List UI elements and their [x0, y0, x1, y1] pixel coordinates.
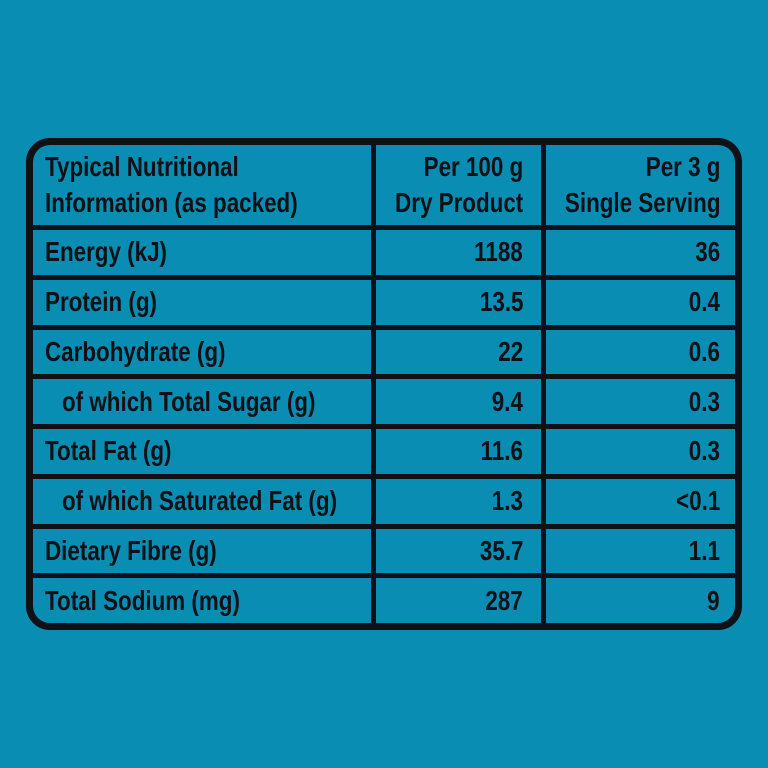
header-nutrient-text: Typical Nutritional Information (as pack… — [45, 149, 298, 221]
header-per-100g-line2: Dry Product — [394, 187, 523, 218]
per-100g-value: 287 — [485, 584, 523, 616]
row-label-cell: Total Fat (g) — [33, 429, 371, 474]
header-nutrient-line1: Typical Nutritional — [45, 151, 239, 182]
serving-value-cell: 9 — [546, 578, 735, 623]
per-100g-value-cell: 1188 — [376, 230, 541, 275]
serving-value: 0.4 — [688, 286, 720, 318]
nutrition-information-table: Typical Nutritional Information (as pack… — [26, 138, 742, 630]
serving-value-cell: 0.6 — [546, 329, 735, 375]
header-serving-text: Per 3 g Single Serving — [564, 149, 720, 221]
row-label-cell: of which Total Sugar (g) — [33, 379, 371, 424]
serving-value-cell: 1.1 — [546, 528, 735, 574]
per-100g-value: 9.4 — [491, 385, 523, 417]
header-serving-line2: Single Serving — [564, 187, 720, 218]
row-label: Energy (kJ) — [45, 236, 167, 268]
row-label-cell: Energy (kJ) — [33, 230, 371, 275]
per-100g-value: 13.5 — [479, 286, 523, 318]
nutrition-table-grid: Typical Nutritional Information (as pack… — [33, 145, 735, 623]
row-label-cell: Dietary Fibre (g) — [33, 528, 371, 574]
per-100g-value-cell: 22 — [376, 329, 541, 375]
serving-value-cell: 36 — [546, 230, 735, 275]
per-100g-value-cell: 287 — [376, 578, 541, 623]
header-per-100g-text: Per 100 g Dry Product — [395, 149, 523, 221]
header-nutrient-line2: Information (as packed) — [45, 187, 298, 218]
per-100g-value-cell: 13.5 — [376, 279, 541, 325]
per-100g-value-cell: 35.7 — [376, 528, 541, 574]
header-serving-column: Per 3 g Single Serving — [546, 145, 735, 225]
per-100g-value: 1.3 — [491, 485, 523, 517]
row-label: Protein (g) — [45, 286, 157, 318]
row-label-cell: of which Saturated Fat (g) — [33, 478, 371, 524]
serving-value: <0.1 — [675, 485, 720, 517]
per-100g-value-cell: 9.4 — [376, 379, 541, 424]
row-label: of which Saturated Fat (g) — [62, 485, 338, 517]
row-label: of which Total Sugar (g) — [62, 385, 316, 417]
header-per-100g-line1: Per 100 g — [423, 151, 523, 182]
serving-value: 9 — [707, 584, 720, 616]
serving-value: 0.3 — [688, 385, 720, 417]
row-label: Carbohydrate (g) — [45, 335, 226, 367]
header-per-100g-column: Per 100 g Dry Product — [376, 145, 541, 225]
row-label: Total Fat (g) — [45, 435, 172, 467]
serving-value-cell: 0.4 — [546, 279, 735, 325]
serving-value-cell: 0.3 — [546, 429, 735, 474]
row-label: Total Sodium (mg) — [45, 584, 240, 616]
serving-value-cell: 0.3 — [546, 379, 735, 424]
serving-value: 0.3 — [688, 435, 720, 467]
row-label-cell: Total Sodium (mg) — [33, 578, 371, 623]
serving-value: 0.6 — [688, 335, 720, 367]
serving-value: 36 — [695, 236, 720, 268]
per-100g-value-cell: 11.6 — [376, 429, 541, 474]
row-label-cell: Carbohydrate (g) — [33, 329, 371, 375]
per-100g-value: 35.7 — [479, 534, 523, 566]
per-100g-value: 11.6 — [480, 435, 523, 467]
per-100g-value-cell: 1.3 — [376, 478, 541, 524]
header-nutrient-column: Typical Nutritional Information (as pack… — [33, 145, 371, 225]
header-serving-line1: Per 3 g — [645, 151, 720, 182]
per-100g-value: 22 — [498, 335, 523, 367]
serving-value: 1.1 — [688, 534, 720, 566]
row-label-cell: Protein (g) — [33, 279, 371, 325]
row-label: Dietary Fibre (g) — [45, 534, 217, 566]
serving-value-cell: <0.1 — [546, 478, 735, 524]
per-100g-value: 1188 — [474, 236, 523, 268]
